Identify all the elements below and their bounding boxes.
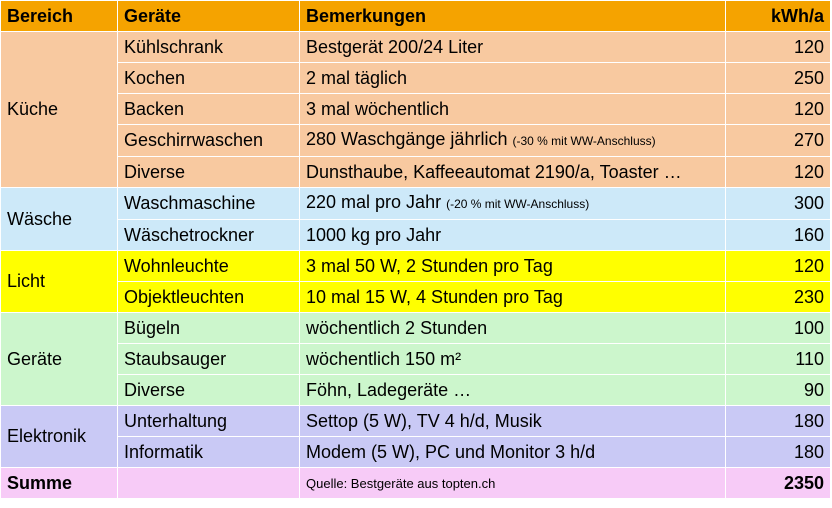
- table-row: Licht Wohnleuchte 3 mal 50 W, 2 Stunden …: [0, 250, 831, 313]
- remark-cell: 3 mal 50 W, 2 Stunden pro Tag: [299, 250, 726, 282]
- kwh-cell: 120: [725, 250, 831, 282]
- remark-text: Föhn, Ladegeräte …: [306, 379, 472, 400]
- summe-empty-cell: [117, 467, 300, 499]
- kwh-cell: 100: [725, 312, 831, 344]
- device-cell: Wohnleuchte: [117, 250, 300, 282]
- device-cell: Wäschetrockner: [117, 219, 300, 251]
- table-row: Backen 3 mal wöchentlich 120: [1, 93, 831, 125]
- header-bereich: Bereich: [0, 0, 118, 32]
- remark-note: (-30 % mit WW-Anschluss): [512, 134, 656, 148]
- remark-cell: 220 mal pro Jahr (-20 % mit WW-Anschluss…: [299, 187, 726, 220]
- kwh-cell: 90: [725, 374, 831, 406]
- table-row: Staubsauger wöchentlich 150 m² 110: [1, 343, 831, 375]
- device-cell: Backen: [117, 93, 300, 125]
- kwh-cell: 120: [725, 93, 831, 125]
- remark-cell: Föhn, Ladegeräte …: [299, 374, 726, 406]
- remark-cell: Dunsthaube, Kaffeeautomat 2190/a, Toaste…: [299, 156, 726, 188]
- kwh-cell: 300: [725, 187, 831, 220]
- remark-text: 2 mal täglich: [306, 67, 408, 88]
- remark-text: 3 mal 50 W, 2 Stunden pro Tag: [306, 255, 553, 276]
- remark-note: (-20 % mit WW-Anschluss): [446, 197, 590, 211]
- device-cell: Waschmaschine: [117, 187, 300, 220]
- kwh-cell: 160: [725, 219, 831, 251]
- remark-text: Dunsthaube, Kaffeeautomat 2190/a, Toaste…: [306, 161, 682, 182]
- table-row: Diverse Föhn, Ladegeräte … 90: [1, 374, 831, 406]
- device-cell: Diverse: [117, 374, 300, 406]
- device-cell: Kühlschrank: [117, 31, 300, 63]
- remark-text: 1000 kg pro Jahr: [306, 224, 442, 245]
- summary-row: Summe Quelle: Bestgeräte aus topten.ch 2…: [0, 467, 831, 499]
- remark-text: 220 mal pro Jahr: [306, 192, 442, 212]
- remark-text: wöchentlich 2 Stunden: [306, 317, 488, 338]
- source-note: Quelle: Bestgeräte aus topten.ch: [299, 467, 726, 499]
- kwh-cell: 110: [725, 343, 831, 375]
- area-geraete: Geräte: [0, 312, 118, 406]
- device-cell: Unterhaltung: [117, 405, 300, 437]
- remark-text: Bestgerät 200/24 Liter: [306, 36, 484, 57]
- table-row: Geschirrwaschen 280 Waschgänge jährlich …: [1, 124, 831, 157]
- kwh-cell: 180: [725, 405, 831, 437]
- area-kueche: Küche: [0, 31, 118, 188]
- kwh-cell: 120: [725, 156, 831, 188]
- remark-text: 3 mal wöchentlich: [306, 98, 450, 119]
- remark-text: wöchentlich 150 m²: [306, 348, 462, 369]
- remark-cell: Modem (5 W), PC und Monitor 3 h/d: [299, 436, 726, 468]
- area-licht: Licht: [0, 250, 118, 313]
- remark-cell: 3 mal wöchentlich: [299, 93, 726, 125]
- table-row: Objektleuchten 10 mal 15 W, 4 Stunden pr…: [1, 281, 831, 313]
- header-kwh: kWh/a: [725, 0, 831, 32]
- summe-label: Summe: [0, 467, 118, 499]
- area-elektronik: Elektronik: [0, 405, 118, 468]
- remark-text: Settop (5 W), TV 4 h/d, Musik: [306, 410, 542, 431]
- device-cell: Bügeln: [117, 312, 300, 344]
- device-cell: Objektleuchten: [117, 281, 300, 313]
- device-cell: Staubsauger: [117, 343, 300, 375]
- table-row: Informatik Modem (5 W), PC und Monitor 3…: [1, 436, 831, 468]
- remark-cell: 2 mal täglich: [299, 62, 726, 94]
- table-row: Kochen 2 mal täglich 250: [1, 62, 831, 94]
- header-row: Bereich Geräte Bemerkungen kWh/a: [0, 0, 831, 32]
- area-waesche: Wäsche: [0, 187, 118, 251]
- table-row: Wäsche Waschmaschine 220 mal pro Jahr (-…: [0, 187, 831, 251]
- device-cell: Geschirrwaschen: [117, 124, 300, 157]
- remark-cell: wöchentlich 2 Stunden: [299, 312, 726, 344]
- header-geraete: Geräte: [117, 0, 300, 32]
- table-row: Geräte Bügeln wöchentlich 2 Stunden 100: [0, 312, 831, 406]
- remark-cell: Settop (5 W), TV 4 h/d, Musik: [299, 405, 726, 437]
- kwh-cell: 120: [725, 31, 831, 63]
- kwh-cell: 270: [725, 124, 831, 157]
- table-row: Diverse Dunsthaube, Kaffeeautomat 2190/a…: [1, 156, 831, 188]
- table-row: Elektronik Unterhaltung Settop (5 W), TV…: [0, 405, 831, 468]
- device-cell: Informatik: [117, 436, 300, 468]
- table-row: Küche Kühlschrank Bestgerät 200/24 Liter…: [0, 31, 831, 188]
- remark-cell: Bestgerät 200/24 Liter: [299, 31, 726, 63]
- remark-cell: 10 mal 15 W, 4 Stunden pro Tag: [299, 281, 726, 313]
- device-cell: Diverse: [117, 156, 300, 188]
- table-row: Wäschetrockner 1000 kg pro Jahr 160: [1, 219, 831, 251]
- remark-text: Modem (5 W), PC und Monitor 3 h/d: [306, 441, 596, 462]
- header-bemerkungen: Bemerkungen: [299, 0, 726, 32]
- remark-text: 10 mal 15 W, 4 Stunden pro Tag: [306, 286, 563, 307]
- remark-text: 280 Waschgänge jährlich: [306, 129, 508, 149]
- kwh-cell: 180: [725, 436, 831, 468]
- device-cell: Kochen: [117, 62, 300, 94]
- remark-cell: 280 Waschgänge jährlich (-30 % mit WW-An…: [299, 124, 726, 157]
- summe-total: 2350: [725, 467, 831, 499]
- remark-cell: 1000 kg pro Jahr: [299, 219, 726, 251]
- remark-cell: wöchentlich 150 m²: [299, 343, 726, 375]
- kwh-cell: 250: [725, 62, 831, 94]
- kwh-cell: 230: [725, 281, 831, 313]
